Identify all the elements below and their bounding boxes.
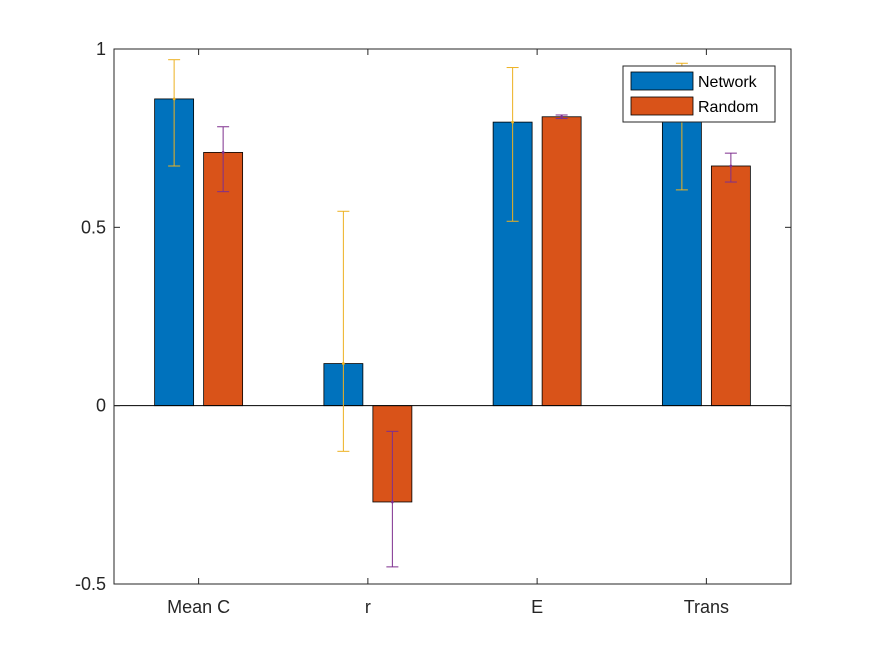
bar-random-3: [710, 165, 751, 407]
plot-frame: [113, 48, 792, 585]
error-bar-random-3: [724, 152, 737, 183]
error-mean-network-2: [511, 120, 515, 124]
legend: Network Random: [622, 65, 776, 123]
error-bar-network-1: [337, 210, 350, 452]
y-tick-label-0: -0.5: [75, 574, 106, 594]
error-bar-network-2: [506, 67, 519, 222]
legend-swatch-random: [630, 96, 694, 116]
error-mean-network-1: [341, 362, 345, 365]
legend-label-random: Random: [698, 99, 758, 116]
error-mean-random-1: [390, 500, 394, 504]
x-tick-label-3: Trans: [684, 597, 729, 617]
x-tick-label-2: E: [531, 597, 543, 617]
error-mean-random-2: [560, 115, 564, 119]
x-tick-label-1: r: [365, 597, 371, 617]
bar-random-2: [541, 116, 582, 407]
error-bar-random-1: [386, 430, 399, 568]
axis-layer: Mean C r E Trans -0.5 0 0.5 1: [75, 39, 791, 617]
x-tick-label-0: Mean C: [167, 597, 230, 617]
y-tick-label-2: 0.5: [81, 217, 106, 237]
error-mean-random-0: [221, 151, 225, 154]
y-tick-label-3: 1: [96, 39, 106, 59]
error-bar-network-0: [168, 59, 181, 167]
error-bars-layer: [168, 59, 737, 568]
error-mean-network-0: [172, 97, 176, 101]
error-mean-random-3: [729, 164, 733, 168]
y-tick-label-1: 0: [96, 396, 106, 416]
legend-label-network: Network: [698, 74, 758, 91]
legend-swatch-network: [630, 71, 694, 91]
error-bar-random-0: [217, 126, 230, 193]
